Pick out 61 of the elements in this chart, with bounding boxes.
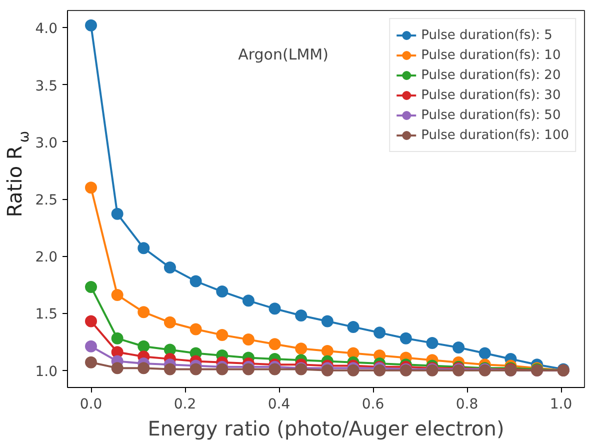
point xyxy=(216,363,228,376)
x-tick-label: 0.4 xyxy=(268,396,290,412)
point xyxy=(295,342,308,355)
point xyxy=(111,362,124,374)
point xyxy=(268,302,281,315)
point xyxy=(138,362,150,374)
point xyxy=(85,356,97,368)
point xyxy=(164,262,176,274)
point xyxy=(478,347,491,360)
point xyxy=(321,315,334,328)
point xyxy=(85,340,97,352)
legend-label: Pulse duration(fs): 20 xyxy=(421,66,561,84)
point xyxy=(85,280,97,293)
point xyxy=(400,332,412,344)
point xyxy=(190,323,202,336)
y-tick-label: 4.0 xyxy=(35,21,58,38)
point xyxy=(190,275,202,288)
point xyxy=(374,326,386,339)
y-tick-label: 1.0 xyxy=(35,364,58,380)
y-tick-label: 3.0 xyxy=(35,135,58,152)
point xyxy=(85,315,97,328)
y-axis-title: Ratio Rω xyxy=(2,130,32,218)
point xyxy=(268,363,281,376)
point xyxy=(111,208,124,220)
legend-label: Pulse duration(fs): 10 xyxy=(421,46,561,64)
annotation: Argon(LMM) xyxy=(238,45,328,64)
legend-label: Pulse duration(fs): 100 xyxy=(421,126,569,144)
y-tick-label: 2.5 xyxy=(35,192,58,208)
point xyxy=(347,320,360,333)
point xyxy=(111,332,124,344)
point xyxy=(138,340,150,352)
point xyxy=(164,363,176,376)
point xyxy=(111,288,124,301)
y-tick-label: 3.5 xyxy=(35,78,58,94)
point xyxy=(268,338,281,350)
point xyxy=(216,286,228,298)
point xyxy=(190,363,202,376)
point xyxy=(242,294,254,307)
x-tick-label: 0.6 xyxy=(362,396,384,412)
legend-label: Pulse duration(fs): 30 xyxy=(421,86,561,104)
point xyxy=(216,328,228,341)
point xyxy=(85,182,97,194)
point xyxy=(138,306,150,318)
point xyxy=(138,242,150,254)
point xyxy=(295,310,308,322)
x-tick-label: 0.2 xyxy=(174,396,196,412)
x-tick-label: 0.8 xyxy=(456,396,478,412)
point xyxy=(452,342,465,354)
legend-label: Pulse duration(fs): 50 xyxy=(421,106,561,124)
legend-label: Pulse duration(fs): 5 xyxy=(421,26,552,44)
y-tick-label: 1.5 xyxy=(35,306,58,323)
x-axis-title: Energy ratio (photo/Auger electron) xyxy=(148,416,504,440)
point xyxy=(321,344,334,357)
point xyxy=(242,334,254,346)
x-tick-label: 0.0 xyxy=(80,396,102,412)
y-tick-label: 2.0 xyxy=(35,250,58,266)
point xyxy=(242,363,254,376)
point xyxy=(426,336,438,349)
point xyxy=(164,316,176,328)
point xyxy=(85,19,97,32)
x-tick-label: 1.0 xyxy=(550,396,572,412)
